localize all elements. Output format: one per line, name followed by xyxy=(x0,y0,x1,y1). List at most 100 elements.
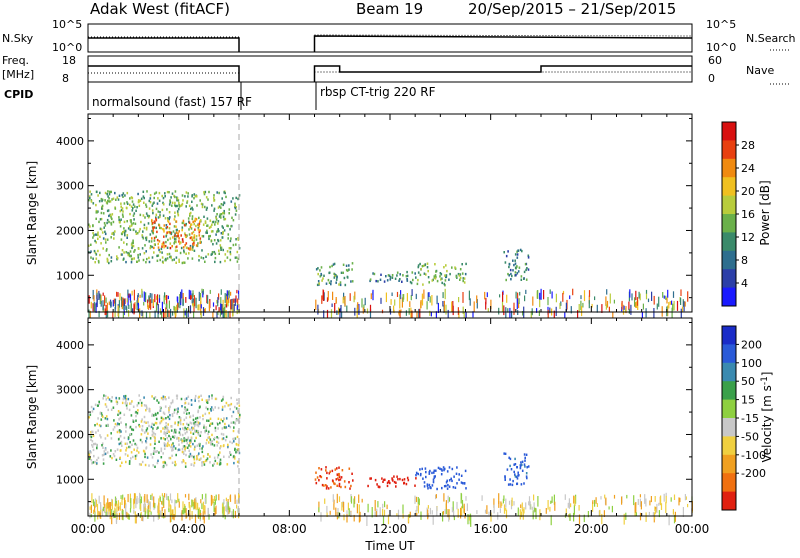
region-cell-0 xyxy=(169,414,171,417)
scatter-cell xyxy=(550,515,552,526)
region-cell-0 xyxy=(187,395,190,398)
scatter-cell xyxy=(682,507,684,517)
region-cell-2 xyxy=(339,478,342,481)
region-cell-1 xyxy=(176,436,179,440)
region-cell-0 xyxy=(196,204,198,207)
scatter-cell xyxy=(435,494,437,500)
region-cell-1 xyxy=(193,422,195,425)
region-cell-1 xyxy=(198,234,201,237)
region-cell-1 xyxy=(189,236,192,240)
region-cell-5 xyxy=(513,263,515,267)
region-cell-0 xyxy=(175,204,177,208)
region-cell-0 xyxy=(91,410,94,413)
scatter-cell xyxy=(160,510,162,516)
region-cell-0 xyxy=(106,221,108,225)
region-cell-4 xyxy=(424,263,427,266)
region-cell-0 xyxy=(137,253,139,257)
scatter-cell xyxy=(132,308,134,314)
scatter-cell xyxy=(109,507,111,512)
region-cell-0 xyxy=(229,453,232,456)
scatter-cell xyxy=(679,497,681,503)
region-cell-2 xyxy=(334,468,337,471)
region-cell-3 xyxy=(391,274,394,277)
region-cell-0 xyxy=(191,248,194,251)
region-cell-4 xyxy=(422,264,425,267)
region-cell-0 xyxy=(208,395,210,398)
scatter-cell xyxy=(592,500,594,504)
region-cell-5 xyxy=(519,466,522,470)
region-cell-0 xyxy=(92,202,95,205)
region-cell-0 xyxy=(167,217,169,220)
region-cell-3 xyxy=(407,478,410,482)
region-cell-0 xyxy=(148,240,151,243)
region-cell-0 xyxy=(217,239,220,243)
scatter-cell xyxy=(100,504,102,515)
region-cell-0 xyxy=(104,417,107,420)
scatter-cell xyxy=(158,294,161,300)
region-cell-1 xyxy=(177,437,180,440)
scatter-cell xyxy=(128,304,130,309)
scatter-cell xyxy=(96,503,99,511)
scatter-cell xyxy=(673,514,676,524)
region-cell-0 xyxy=(131,245,134,248)
region-cell-0 xyxy=(185,222,187,226)
scatter-cell xyxy=(222,299,224,311)
scatter-cell xyxy=(637,499,639,505)
region-cell-0 xyxy=(111,396,113,399)
region-cell-0 xyxy=(106,248,108,251)
scatter-cell xyxy=(174,506,176,518)
region-cell-0 xyxy=(151,245,153,249)
region-cell-0 xyxy=(165,235,167,238)
region-cell-0 xyxy=(131,246,133,250)
scatter-cell xyxy=(447,495,449,504)
scatter-cell xyxy=(644,494,646,504)
region-cell-0 xyxy=(176,210,179,213)
scatter-cell xyxy=(671,307,673,318)
scatter-cell xyxy=(639,512,642,521)
region-cell-0 xyxy=(122,210,124,213)
region-cell-0 xyxy=(161,251,163,254)
scatter-cell xyxy=(335,298,337,304)
region-cell-0 xyxy=(119,225,122,228)
scatter-cell xyxy=(551,496,553,503)
region-cell-0 xyxy=(189,211,192,215)
region-cell-0 xyxy=(151,395,153,398)
region-cell-0 xyxy=(205,442,208,445)
scatter-cell xyxy=(126,511,128,518)
region-cell-0 xyxy=(166,208,168,211)
scatter-cell xyxy=(549,307,551,314)
scatter-cell xyxy=(204,308,206,313)
region-cell-0 xyxy=(204,205,206,209)
region-cell-0 xyxy=(189,244,192,248)
scatter-cell xyxy=(201,503,203,509)
freq-line-1 xyxy=(88,65,240,82)
scatter-cell xyxy=(464,514,466,519)
region-cell-1 xyxy=(197,228,200,231)
region-cell-0 xyxy=(185,412,188,415)
region-cell-5 xyxy=(519,248,522,252)
scatter-cell xyxy=(153,515,155,522)
region-cell-0 xyxy=(93,249,96,253)
scatter-cell xyxy=(142,514,144,522)
region-cell-0 xyxy=(183,437,185,440)
region-cell-0 xyxy=(232,455,235,458)
scatter-cell xyxy=(509,307,511,319)
region-cell-0 xyxy=(136,232,139,235)
region-cell-4 xyxy=(462,279,464,283)
region-cell-5 xyxy=(509,478,511,481)
scatter-cell xyxy=(452,501,454,511)
region-cell-2 xyxy=(335,274,337,277)
scatter-cell xyxy=(140,503,142,511)
scatter-cell xyxy=(230,299,232,310)
region-cell-0 xyxy=(220,445,222,448)
region-cell-0 xyxy=(175,240,177,244)
region-cell-0 xyxy=(109,455,112,458)
region-cell-0 xyxy=(177,214,180,217)
region-cell-0 xyxy=(141,429,144,432)
scatter-cell xyxy=(501,301,504,313)
power-cbar-label: Power [dB] xyxy=(758,180,772,245)
scatter-cell xyxy=(431,295,433,306)
scatter-cell xyxy=(673,494,676,500)
region-cell-0 xyxy=(162,464,165,468)
region-cell-1 xyxy=(170,443,173,447)
